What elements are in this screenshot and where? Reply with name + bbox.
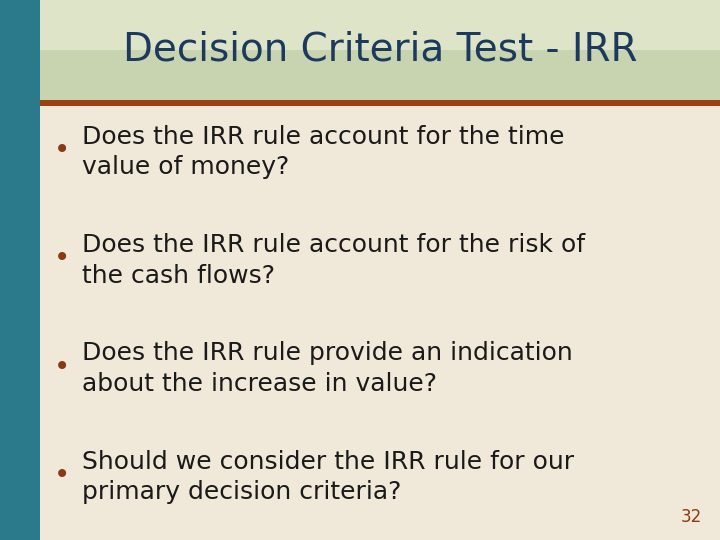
Text: 32: 32	[680, 508, 702, 526]
Bar	[0, 100, 720, 540]
Bar	[0, 0, 40, 540]
Text: •: •	[53, 353, 70, 381]
Text: Does the IRR rule account for the risk of
the cash flows?: Does the IRR rule account for the risk o…	[81, 233, 585, 288]
Text: Should we consider the IRR rule for our
primary decision criteria?: Should we consider the IRR rule for our …	[81, 450, 574, 504]
Text: Decision Criteria Test - IRR: Decision Criteria Test - IRR	[122, 31, 637, 69]
Text: •: •	[53, 136, 70, 164]
Text: •: •	[53, 244, 70, 272]
Bar	[0, 100, 720, 106]
Text: Does the IRR rule account for the time
value of money?: Does the IRR rule account for the time v…	[81, 125, 564, 179]
Text: Does the IRR rule provide an indication
about the increase in value?: Does the IRR rule provide an indication …	[81, 341, 572, 396]
Bar	[0, 50, 720, 100]
Text: •: •	[53, 461, 70, 489]
Bar	[0, 0, 720, 50]
